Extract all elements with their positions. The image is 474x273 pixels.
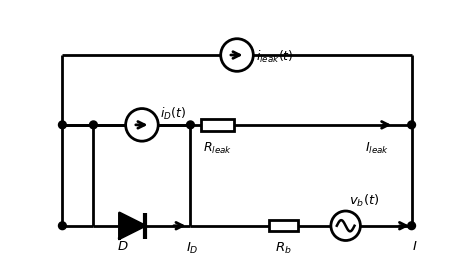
Text: $i_{leak}(t)$: $i_{leak}(t)$ [256,49,294,65]
Circle shape [90,121,97,129]
Bar [269,220,298,231]
Text: $i_D(t)$: $i_D(t)$ [160,106,186,122]
Circle shape [331,211,360,241]
Text: $I_D$: $I_D$ [186,241,199,256]
Circle shape [187,121,194,129]
Circle shape [58,121,66,129]
Circle shape [408,121,416,129]
Text: $R_{leak}$: $R_{leak}$ [203,141,232,156]
Circle shape [58,222,66,230]
Text: $R_b$: $R_b$ [275,241,292,256]
Text: $I$: $I$ [412,241,418,254]
Text: $v_b(t)$: $v_b(t)$ [349,193,380,209]
Text: $D$: $D$ [117,241,128,254]
Bar [201,119,234,131]
Text: $I_{leak}$: $I_{leak}$ [365,141,389,156]
Circle shape [408,222,416,230]
Circle shape [221,39,253,71]
Polygon shape [119,213,145,239]
Circle shape [126,109,158,141]
